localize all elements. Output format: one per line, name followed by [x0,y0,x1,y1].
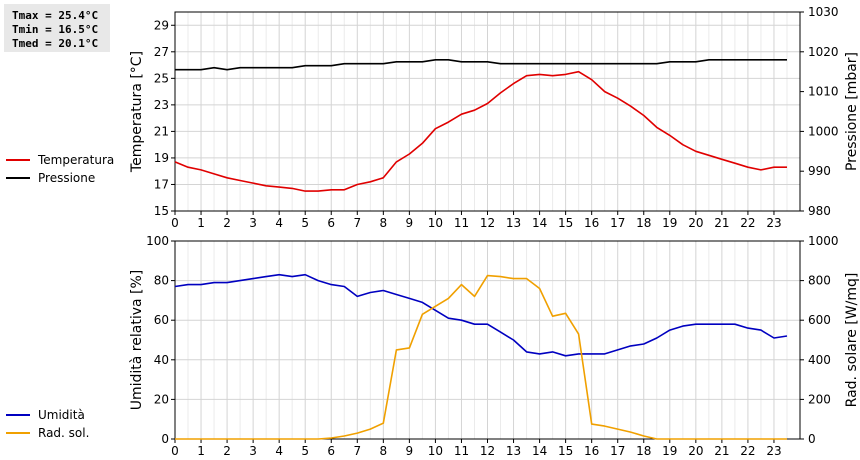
y-tick-label-left: 15 [154,204,169,218]
x-tick-label: 9 [406,216,414,230]
y-axis-title-right: Pressione [mbar] [844,52,860,171]
x-tick-label: 5 [301,444,309,458]
legend-label: Rad. sol. [38,426,89,440]
x-tick-label: 18 [636,444,651,458]
series-line-rad-sol- [175,274,787,440]
y-tick-label-right: 1020 [808,45,839,59]
x-tick-label: 16 [584,444,599,458]
y-tick-label-left: 27 [154,45,169,59]
x-tick-label: 10 [428,444,443,458]
x-tick-label: 12 [480,216,495,230]
y-axis-title-right: Rad. solare [W/mq] [844,273,860,408]
x-tick-label: 16 [584,216,599,230]
y-tick-label-right: 0 [808,432,816,446]
y-tick-label-left: 23 [154,98,169,112]
x-tick-label: 11 [454,444,469,458]
y-tick-label-left: 100 [146,234,169,248]
y-tick-label-left: 21 [154,124,169,138]
x-tick-label: 1 [197,444,205,458]
x-tick-label: 3 [249,216,257,230]
x-tick-label: 9 [406,444,414,458]
x-tick-label: 23 [766,216,781,230]
y-tick-label-right: 1000 [808,234,839,248]
x-tick-label: 4 [275,216,283,230]
stats-box: Tmax = 25.4°C Tmin = 16.5°C Tmed = 20.1°… [4,4,110,52]
x-tick-label: 19 [662,444,677,458]
x-tick-label: 17 [610,216,625,230]
y-tick-label-left: 25 [154,71,169,85]
x-tick-label: 22 [740,216,755,230]
x-tick-label: 19 [662,216,677,230]
x-tick-label: 23 [766,444,781,458]
x-tick-label: 6 [327,444,335,458]
y-axis-title-left: Temperatura [°C] [129,51,145,173]
x-tick-label: 1 [197,216,205,230]
y-tick-label-left: 80 [154,274,169,288]
x-tick-label: 14 [532,444,547,458]
x-tick-label: 13 [506,216,521,230]
y-tick-label-right: 980 [808,204,831,218]
y-tick-label-right: 200 [808,392,831,406]
x-tick-label: 22 [740,444,755,458]
x-tick-label: 17 [610,444,625,458]
x-tick-label: 18 [636,216,651,230]
x-tick-label: 20 [688,444,703,458]
x-tick-label: 7 [353,216,361,230]
y-tick-label-right: 800 [808,274,831,288]
x-tick-label: 11 [454,216,469,230]
stat-tmax: Tmax = 25.4°C [12,9,99,22]
y-tick-label-right: 990 [808,164,831,178]
x-tick-label: 2 [223,444,231,458]
stat-tmed: Tmed = 20.1°C [12,37,99,50]
x-tick-label: 5 [301,216,309,230]
x-tick-label: 8 [380,444,388,458]
x-tick-label: 12 [480,444,495,458]
x-tick-label: 3 [249,444,257,458]
plot-frame [174,240,801,440]
x-tick-label: 14 [532,216,547,230]
y-tick-label-right: 1030 [808,5,839,19]
y-tick-label-left: 40 [154,353,169,367]
x-tick-label: 21 [714,216,729,230]
y-tick-label-right: 1000 [808,124,839,138]
series-line-umidit- [174,273,788,357]
y-tick-label-left: 17 [154,177,169,191]
x-tick-label: 2 [223,216,231,230]
x-tick-label: 8 [380,216,388,230]
x-tick-label: 15 [558,216,573,230]
x-tick-label: 0 [171,216,179,230]
x-tick-label: 10 [428,216,443,230]
y-tick-label-right: 600 [808,313,831,327]
plot-frame [174,11,801,212]
y-tick-label-left: 60 [154,313,169,327]
x-tick-label: 15 [558,444,573,458]
y-tick-label-left: 29 [154,18,169,32]
y-tick-label-left: 20 [154,392,169,406]
series-line-pressione [175,58,787,71]
series-line-temperatura [174,70,787,192]
x-tick-label: 13 [506,444,521,458]
y-tick-label-right: 1010 [808,85,839,99]
x-tick-label: 7 [353,444,361,458]
legend-label: Temperatura [37,153,114,167]
x-tick-label: 20 [688,216,703,230]
y-tick-label-right: 400 [808,353,831,367]
x-tick-label: 0 [171,444,179,458]
x-tick-label: 4 [275,444,283,458]
x-tick-label: 21 [714,444,729,458]
legend-label: Pressione [38,171,95,185]
y-tick-label-left: 19 [154,151,169,165]
y-tick-label-left: 0 [161,432,169,446]
stat-tmin: Tmin = 16.5°C [12,23,99,36]
x-tick-label: 6 [327,216,335,230]
y-axis-title-left: Umidità relativa [%] [129,270,145,411]
legend-label: Umidità [38,408,85,422]
